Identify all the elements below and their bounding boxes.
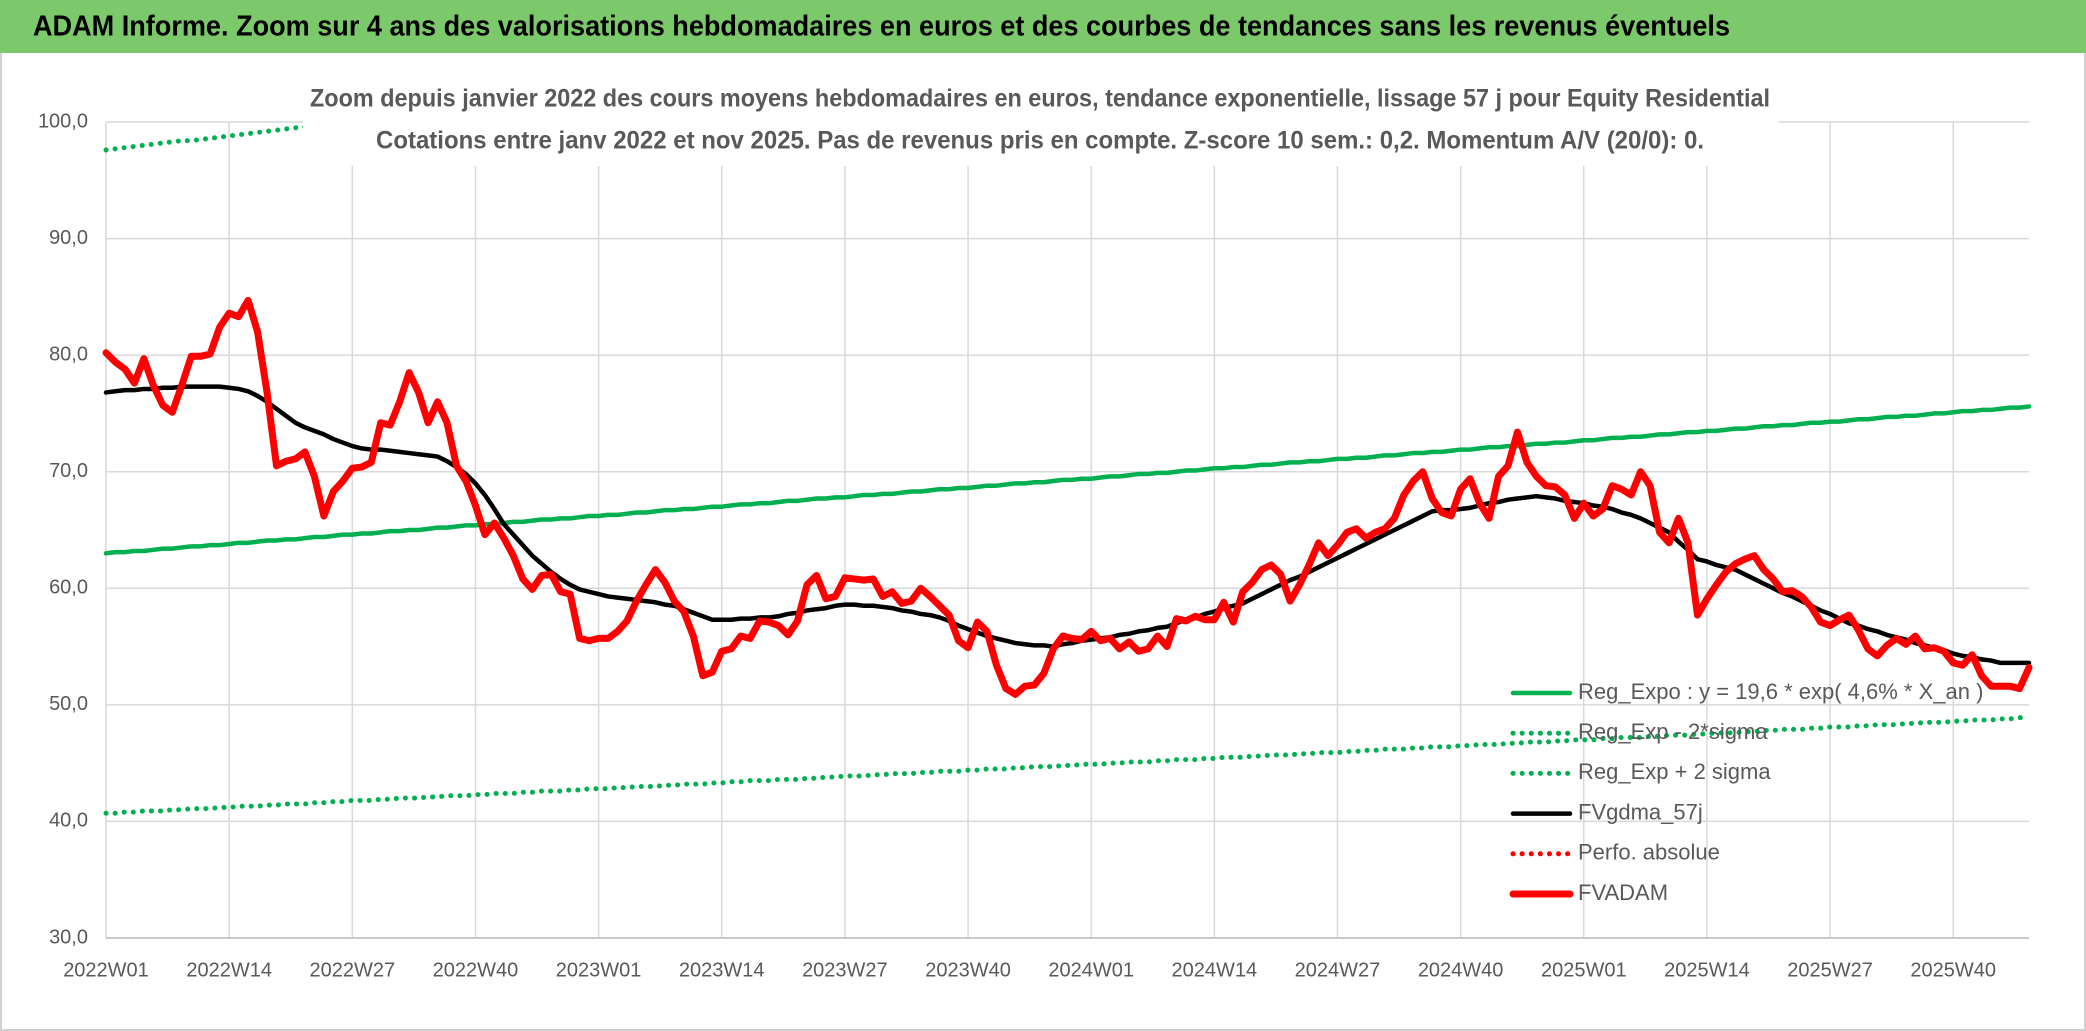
x-tick-label: 2024W27 xyxy=(1295,959,1381,981)
chart-subtitle: Zoom depuis janvier 2022 des cours moyen… xyxy=(310,85,1770,113)
y-tick-label: 80,0 xyxy=(49,343,88,365)
y-tick-label: 30,0 xyxy=(49,926,88,948)
x-tick-label: 2025W01 xyxy=(1541,959,1627,981)
x-tick-label: 2025W27 xyxy=(1787,959,1873,981)
x-tick-label: 2024W14 xyxy=(1172,959,1258,981)
y-tick-label: 40,0 xyxy=(49,810,88,832)
header-bar xyxy=(0,0,2086,53)
x-tick-label: 2022W27 xyxy=(309,959,395,981)
series-line xyxy=(103,404,2032,556)
y-tick-label: 70,0 xyxy=(49,460,88,482)
legend-label: Reg_Exp - 2*sigma xyxy=(1578,719,1768,744)
x-tick-label: 2025W14 xyxy=(1664,959,1750,981)
x-tick-label: 2022W40 xyxy=(433,959,519,981)
series-line xyxy=(103,384,2032,666)
y-tick-label: 60,0 xyxy=(49,577,88,599)
legend-label: Perfo. absolue xyxy=(1578,840,1720,865)
x-tick-label: 2025W40 xyxy=(1910,959,1996,981)
header-title: ADAM Informe. Zoom sur 4 ans des valoris… xyxy=(33,11,1730,43)
x-tick-label: 2023W14 xyxy=(679,959,765,981)
series-line xyxy=(102,296,2033,698)
series-line xyxy=(103,715,2032,816)
x-tick-label: 2023W40 xyxy=(925,959,1011,981)
legend-label: FVADAM xyxy=(1578,880,1668,905)
chart-subtitle: Cotations entre janv 2022 et nov 2025. P… xyxy=(376,127,1704,155)
x-tick-label: 2022W14 xyxy=(186,959,272,981)
legend-label: Reg_Expo : y = 19,6 * exp( 4,6% * X_an ) xyxy=(1578,679,1983,704)
x-tick-label: 2023W01 xyxy=(556,959,642,981)
legend-label: FVgdma_57j xyxy=(1578,799,1703,824)
y-tick-label: 100,0 xyxy=(38,110,88,132)
x-tick-label: 2024W40 xyxy=(1418,959,1504,981)
x-tick-label: 2024W01 xyxy=(1048,959,1134,981)
y-tick-label: 50,0 xyxy=(49,693,88,715)
plot-area xyxy=(102,118,2033,816)
subtitle-box xyxy=(303,74,1779,166)
x-tick-label: 2023W27 xyxy=(802,959,888,981)
legend-label: Reg_Exp + 2 sigma xyxy=(1578,759,1771,784)
x-tick-label: 2022W01 xyxy=(63,959,149,981)
y-tick-label: 90,0 xyxy=(49,227,88,249)
